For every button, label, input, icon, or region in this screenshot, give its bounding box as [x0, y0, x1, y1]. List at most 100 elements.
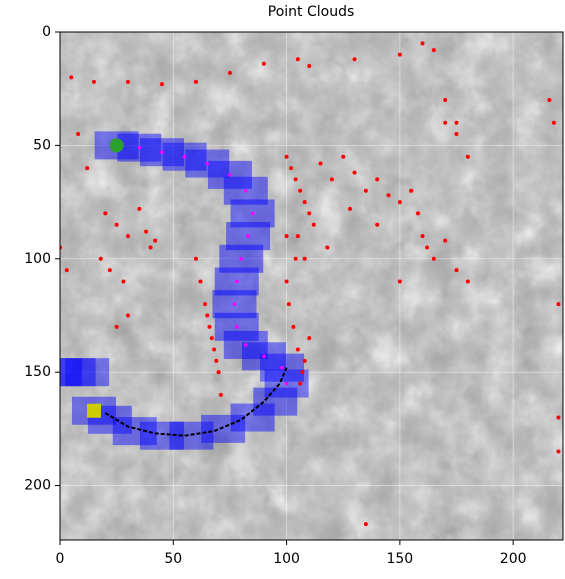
cloud-point — [296, 57, 300, 61]
cloud-point — [556, 416, 560, 420]
cloud-point — [552, 121, 556, 125]
cloud-point — [432, 257, 436, 261]
cloud-point — [443, 98, 447, 102]
cloud-point — [285, 279, 289, 283]
cloud-point — [115, 325, 119, 329]
path-point — [251, 212, 255, 216]
cloud-point — [294, 257, 298, 261]
cloud-point — [285, 155, 289, 159]
cloud-point — [307, 64, 311, 68]
cloud-point — [298, 189, 302, 193]
cloud-point — [325, 245, 329, 249]
x-tick-label: 50 — [164, 551, 182, 567]
cloud-point — [205, 313, 209, 317]
cloud-point — [126, 313, 130, 317]
cloud-point — [208, 325, 212, 329]
cloud-point — [103, 211, 107, 215]
y-tick-label: 50 — [33, 137, 51, 153]
cloud-point — [76, 132, 80, 136]
cloud-point — [149, 245, 153, 249]
path-point — [244, 189, 248, 193]
cloud-point — [108, 268, 112, 272]
chart-title: Point Clouds — [268, 4, 355, 20]
cloud-point — [443, 121, 447, 125]
cloud-point — [330, 177, 334, 181]
cloud-point — [364, 522, 368, 526]
cloud-point — [353, 171, 357, 175]
y-tick-label: 0 — [42, 24, 51, 40]
cloud-point — [421, 234, 425, 238]
path-point — [235, 280, 239, 284]
x-tick-label: 0 — [56, 551, 65, 567]
cloud-point — [126, 234, 130, 238]
cloud-point — [115, 223, 119, 227]
x-tick-label: 150 — [386, 551, 413, 567]
cloud-point — [455, 268, 459, 272]
cloud-point — [217, 370, 221, 374]
cloud-point — [466, 155, 470, 159]
cloud-point — [92, 80, 96, 84]
cloud-point — [375, 177, 379, 181]
cloud-point — [364, 189, 368, 193]
path-point — [246, 234, 250, 238]
cloud-point — [443, 239, 447, 243]
cloud-point — [312, 223, 316, 227]
x-tick-label: 200 — [500, 551, 527, 567]
cloud-point — [455, 121, 459, 125]
terrain-texture — [60, 32, 563, 540]
cloud-point — [547, 98, 551, 102]
path-point — [235, 325, 239, 329]
cloud-point — [409, 189, 413, 193]
cloud-point — [198, 279, 202, 283]
cloud-point — [341, 155, 345, 159]
swath-cell — [65, 358, 109, 386]
cloud-point — [353, 57, 357, 61]
y-tick-label: 200 — [24, 478, 51, 494]
cloud-point — [398, 279, 402, 283]
cloud-point — [210, 336, 214, 340]
cloud-point — [287, 302, 291, 306]
cloud-point — [212, 348, 216, 352]
x-tick-label: 100 — [273, 551, 300, 567]
path-point — [244, 343, 248, 347]
cloud-point — [214, 359, 218, 363]
cloud-point — [126, 80, 130, 84]
cloud-point — [375, 223, 379, 227]
cloud-point — [556, 302, 560, 306]
cloud-point — [300, 370, 304, 374]
cloud-point — [556, 450, 560, 454]
cloud-point — [298, 382, 302, 386]
chart: Point Clouds 050100150200050100150200 — [0, 0, 565, 575]
cloud-point — [398, 53, 402, 57]
cloud-point — [303, 200, 307, 204]
cloud-point — [466, 279, 470, 283]
path-point — [280, 366, 284, 370]
cloud-point — [387, 193, 391, 197]
cloud-point — [153, 239, 157, 243]
cloud-point — [137, 207, 141, 211]
path-point — [262, 355, 266, 359]
cloud-point — [319, 162, 323, 166]
path-point — [233, 302, 237, 306]
cloud-point — [160, 82, 164, 86]
start-marker — [110, 138, 124, 152]
cloud-point — [303, 257, 307, 261]
cloud-point — [85, 166, 89, 170]
cloud-point — [121, 279, 125, 283]
y-tick-label: 100 — [24, 251, 51, 267]
cloud-point — [425, 245, 429, 249]
path-point — [183, 155, 187, 159]
path-point — [205, 162, 209, 166]
path-point — [138, 146, 142, 150]
goal-marker — [87, 404, 101, 418]
cloud-point — [291, 325, 295, 329]
path-point — [239, 257, 243, 261]
cloud-point — [69, 75, 73, 79]
path-point — [160, 150, 164, 154]
cloud-point — [416, 211, 420, 215]
cloud-point — [296, 234, 300, 238]
cloud-point — [219, 393, 223, 397]
cloud-point — [398, 200, 402, 204]
cloud-point — [65, 268, 69, 272]
cloud-point — [348, 207, 352, 211]
